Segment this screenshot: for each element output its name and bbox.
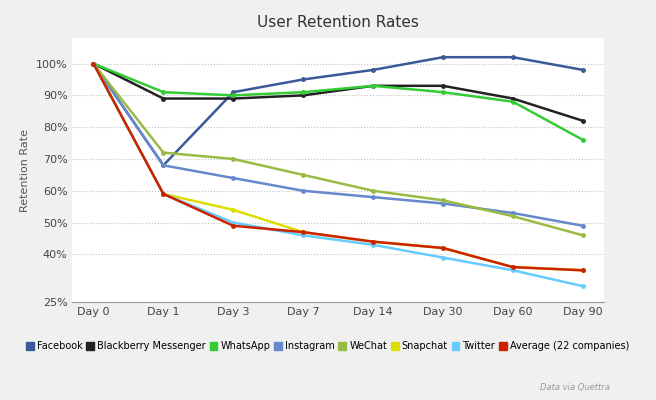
WhatsApp [369, 84, 377, 88]
Instagram [579, 223, 587, 228]
Twitter [369, 242, 377, 247]
Snapchat [509, 265, 517, 270]
Line: Twitter: Twitter [92, 62, 584, 288]
WeChat [230, 156, 237, 161]
Twitter [579, 284, 587, 288]
Snapchat [579, 268, 587, 273]
Line: Instagram: Instagram [92, 62, 584, 228]
Snapchat [89, 61, 97, 66]
Snapchat [369, 239, 377, 244]
Twitter [159, 192, 167, 196]
Y-axis label: Retention Rate: Retention Rate [20, 129, 30, 212]
Average (22 companies) [439, 246, 447, 250]
Twitter [230, 220, 237, 225]
WeChat [369, 188, 377, 193]
Average (22 companies) [89, 61, 97, 66]
WeChat [89, 61, 97, 66]
Snapchat [439, 246, 447, 250]
Instagram [230, 176, 237, 180]
WhatsApp [439, 90, 447, 94]
WhatsApp [509, 99, 517, 104]
WeChat [509, 214, 517, 219]
Facebook [509, 55, 517, 60]
Facebook [230, 90, 237, 94]
Facebook [159, 163, 167, 168]
Average (22 companies) [579, 268, 587, 273]
Line: WeChat: WeChat [92, 62, 584, 237]
Facebook [89, 61, 97, 66]
Instagram [299, 188, 307, 193]
WhatsApp [89, 61, 97, 66]
Blackberry Messenger [579, 118, 587, 123]
Twitter [299, 233, 307, 238]
Instagram [369, 195, 377, 200]
Instagram [509, 211, 517, 216]
Snapchat [299, 230, 307, 234]
Twitter [509, 268, 517, 273]
Instagram [439, 201, 447, 206]
Line: Facebook: Facebook [92, 56, 584, 167]
Line: Snapchat: Snapchat [92, 62, 584, 272]
Average (22 companies) [230, 223, 237, 228]
Blackberry Messenger [299, 93, 307, 98]
WhatsApp [159, 90, 167, 94]
Average (22 companies) [509, 265, 517, 270]
Line: Blackberry Messenger: Blackberry Messenger [92, 62, 584, 122]
Instagram [89, 61, 97, 66]
WhatsApp [579, 138, 587, 142]
Facebook [579, 68, 587, 72]
WeChat [159, 150, 167, 155]
WeChat [579, 233, 587, 238]
Twitter [439, 255, 447, 260]
Blackberry Messenger [89, 61, 97, 66]
Title: User Retention Rates: User Retention Rates [257, 15, 419, 30]
Snapchat [230, 208, 237, 212]
Snapchat [159, 192, 167, 196]
Twitter [89, 61, 97, 66]
Blackberry Messenger [369, 84, 377, 88]
WhatsApp [230, 93, 237, 98]
WeChat [439, 198, 447, 203]
Facebook [369, 68, 377, 72]
Blackberry Messenger [509, 96, 517, 101]
Facebook [299, 77, 307, 82]
Legend: Facebook, Blackberry Messenger, WhatsApp, Instagram, WeChat, Snapchat, Twitter, : Facebook, Blackberry Messenger, WhatsApp… [26, 341, 629, 351]
WhatsApp [299, 90, 307, 94]
Average (22 companies) [299, 230, 307, 234]
Blackberry Messenger [439, 84, 447, 88]
Blackberry Messenger [230, 96, 237, 101]
Instagram [159, 163, 167, 168]
Line: Average (22 companies): Average (22 companies) [92, 62, 584, 272]
Facebook [439, 55, 447, 60]
WeChat [299, 172, 307, 177]
Average (22 companies) [159, 192, 167, 196]
Line: WhatsApp: WhatsApp [92, 62, 584, 142]
Text: Data via Quettra: Data via Quettra [540, 383, 610, 392]
Blackberry Messenger [159, 96, 167, 101]
Average (22 companies) [369, 239, 377, 244]
